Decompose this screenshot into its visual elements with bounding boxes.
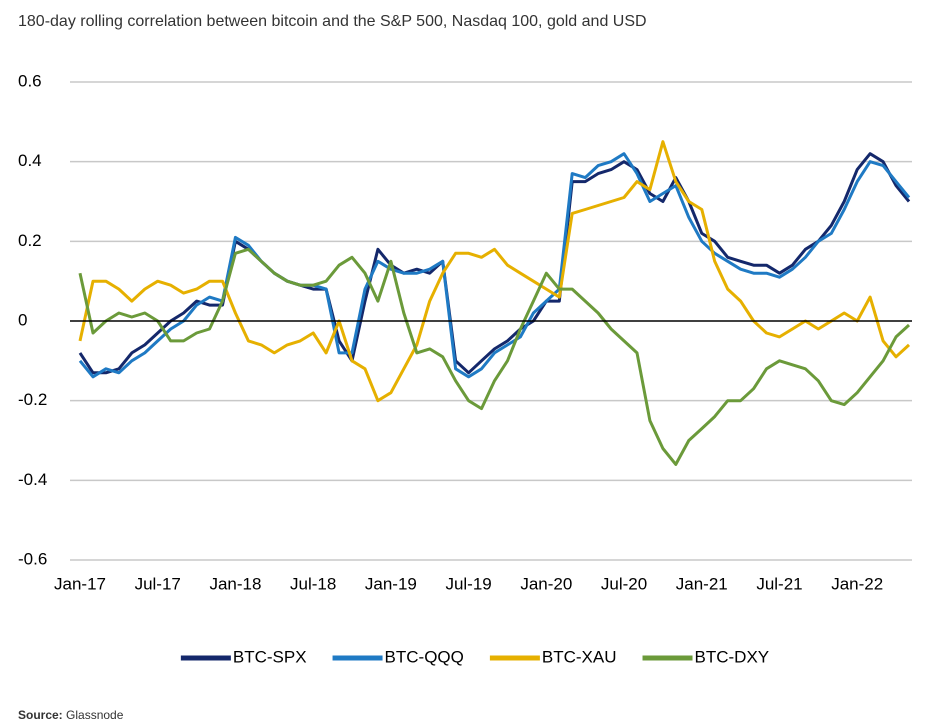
x-tick-label: Jul-21	[756, 574, 802, 593]
y-tick-label: 0.2	[18, 231, 42, 250]
x-tick-label: Jul-20	[601, 574, 647, 593]
legend-label: BTC-XAU	[542, 647, 617, 666]
x-tick-label: Jan-17	[54, 574, 106, 593]
y-tick-label: -0.6	[18, 549, 47, 568]
y-tick-label: -0.4	[18, 470, 47, 489]
legend-label: BTC-DXY	[695, 647, 770, 666]
source-text: Glassnode	[66, 708, 124, 722]
x-tick-label: Jul-18	[290, 574, 336, 593]
source: Source: Glassnode	[18, 708, 124, 722]
legend-label: BTC-QQQ	[385, 647, 464, 666]
y-tick-label: 0	[18, 310, 27, 329]
y-tick-label: 0.6	[18, 71, 42, 90]
legend: BTC-SPX BTC-QQQ BTC-XAU BTC-DXY	[180, 647, 770, 666]
y-tick-label: -0.2	[18, 390, 47, 409]
chart-title: 180-day rolling correlation between bitc…	[18, 13, 647, 30]
x-tick-label: Jul-19	[445, 574, 491, 593]
x-tick-label: Jan-18	[209, 574, 261, 593]
series-line	[78, 152, 911, 379]
source-label: Source:	[18, 708, 63, 722]
x-tick-label: Jul-17	[135, 574, 181, 593]
series-line	[78, 140, 911, 403]
x-tick-label: Jan-19	[365, 574, 417, 593]
x-tick-label: Jan-22	[831, 574, 883, 593]
y-tick-label: 0.4	[18, 151, 42, 170]
legend-label: BTC-SPX	[233, 647, 307, 666]
x-tick-label: Jan-20	[520, 574, 572, 593]
series-line	[78, 247, 911, 466]
series-line	[78, 152, 911, 375]
x-tick-label: Jan-21	[676, 574, 728, 593]
